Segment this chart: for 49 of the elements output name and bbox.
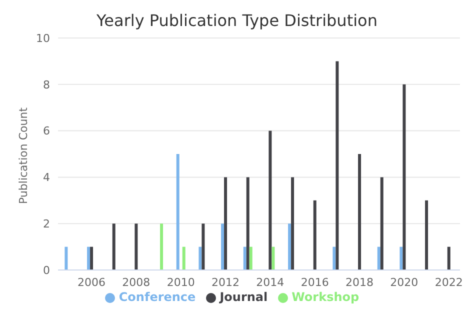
- chart-title: Yearly Publication Type Distribution: [96, 11, 378, 30]
- bar: [268, 130, 272, 270]
- x-tick-label: 2018: [346, 276, 374, 289]
- y-tick-label: 10: [36, 32, 50, 45]
- bar: [160, 224, 164, 270]
- bar: [202, 224, 205, 270]
- bar: [447, 246, 450, 270]
- y-axis-title: Publication Count: [16, 106, 30, 204]
- bar: [332, 246, 336, 270]
- bar: [402, 84, 406, 270]
- bar: [134, 224, 138, 270]
- x-tick-label: 2012: [212, 276, 240, 289]
- bar: [221, 224, 224, 270]
- x-tick-label: 2020: [390, 276, 418, 289]
- x-tick-label: 2006: [78, 276, 106, 289]
- bar: [358, 154, 362, 270]
- legend-label: Workshop: [292, 290, 360, 304]
- bar: [249, 246, 252, 270]
- bar: [400, 246, 403, 270]
- bar: [288, 224, 292, 270]
- bar: [377, 246, 380, 270]
- y-tick-label: 0: [43, 264, 50, 277]
- legend-label: Journal: [220, 290, 268, 304]
- bar: [425, 200, 428, 270]
- bar: [224, 177, 228, 270]
- y-tick-label: 4: [43, 171, 50, 184]
- x-tick-label: 2008: [122, 276, 150, 289]
- bar: [64, 246, 68, 270]
- bar: [176, 154, 180, 270]
- bar: [291, 177, 294, 270]
- x-tick-label: 2014: [256, 276, 284, 289]
- y-tick-label: 8: [43, 78, 50, 92]
- bar: [380, 177, 384, 270]
- bar: [243, 246, 246, 270]
- y-tick-label: 2: [43, 218, 50, 231]
- bar: [336, 61, 339, 270]
- x-tick-label: 2010: [166, 276, 195, 289]
- bar: [246, 177, 250, 270]
- bar: [87, 246, 90, 270]
- x-tick-label: 2016: [300, 276, 329, 289]
- bar: [198, 246, 202, 270]
- bar: [313, 200, 316, 270]
- bar: [182, 246, 186, 270]
- y-tick-label: 6: [43, 124, 50, 138]
- bar: [90, 246, 94, 270]
- bar: [272, 246, 275, 270]
- bar: [112, 224, 116, 270]
- legend-label: Conference: [118, 290, 196, 304]
- x-tick-label: 2022: [434, 276, 463, 289]
